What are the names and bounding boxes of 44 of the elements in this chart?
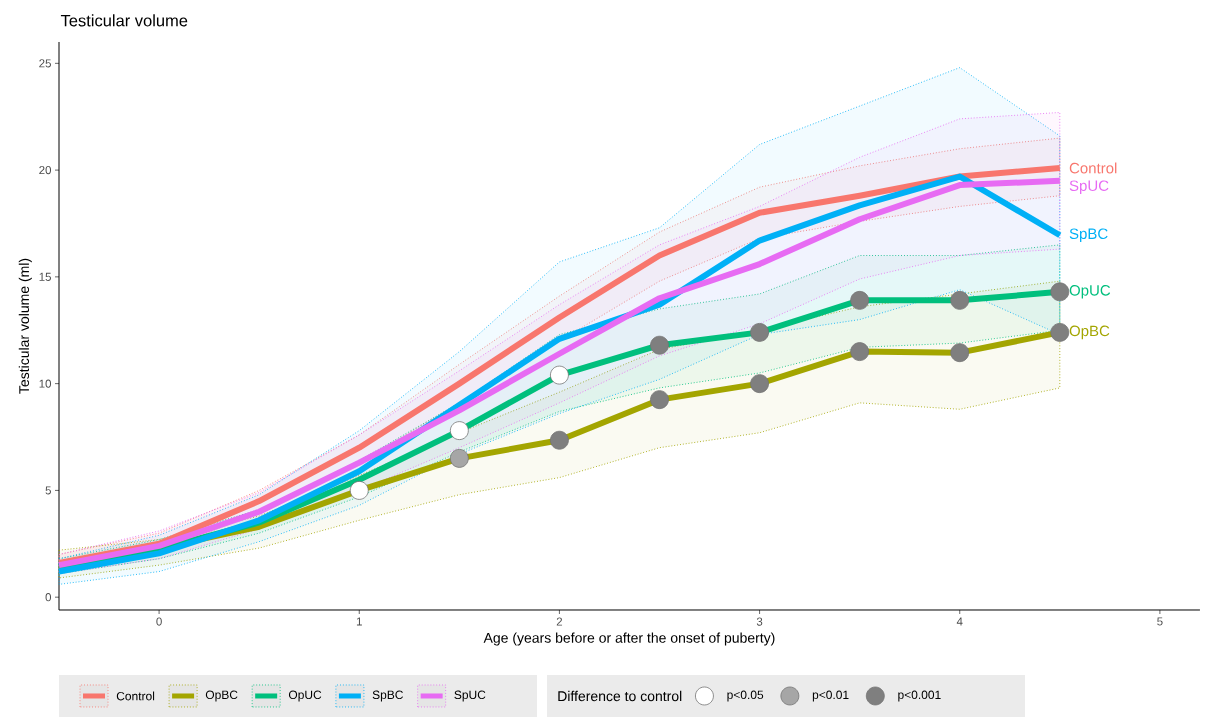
y-axis-title: Testicular volume (ml)	[18, 258, 32, 394]
point	[550, 430, 569, 450]
legend-label: OpUC	[288, 690, 322, 702]
y-tick-label: 5	[45, 486, 51, 495]
text: SpUC	[1069, 180, 1109, 194]
x-tick-label: 5	[1157, 617, 1163, 626]
point	[349, 481, 369, 500]
x-tick-label: 0	[156, 617, 162, 626]
x-tick-label: 4	[956, 617, 963, 626]
x-tick-label: 2	[556, 617, 563, 626]
legend-label: SpUC	[454, 690, 486, 702]
x-tick-label: 1	[356, 617, 362, 626]
point	[950, 343, 970, 363]
x-tick-label: 3	[756, 617, 763, 626]
point	[449, 421, 469, 441]
point	[850, 342, 870, 362]
legend-title: Difference to control	[558, 690, 682, 702]
legend-label: SpBC	[372, 690, 403, 702]
legend-label: p<0.05	[727, 690, 764, 702]
x-axis-title: Age (years before or after the onset of puberty)	[483, 632, 775, 646]
point	[750, 374, 769, 394]
point	[950, 290, 970, 310]
point	[1050, 282, 1070, 302]
legend-label: Control	[116, 691, 155, 701]
text: Control	[1069, 162, 1117, 174]
point	[1050, 322, 1070, 342]
point	[449, 448, 469, 468]
y-tick-label: 0	[45, 593, 52, 602]
point	[650, 390, 669, 410]
point	[750, 322, 769, 342]
point	[850, 290, 870, 310]
chart-title: Testicular volume	[60, 14, 188, 27]
text: OpBC	[1069, 325, 1110, 340]
y-tick-label: 15	[39, 272, 51, 281]
point	[550, 365, 569, 385]
y-tick-label: 20	[39, 166, 52, 175]
text: OpUC	[1069, 285, 1111, 299]
legend-label: p<0.001	[898, 690, 941, 702]
text: SpBC	[1069, 228, 1108, 243]
point	[650, 335, 669, 355]
legend-label: p<0.01	[812, 690, 849, 702]
y-tick-label: 10	[39, 379, 52, 388]
y-tick-label: 25	[39, 59, 51, 68]
legend-label: OpBC	[205, 690, 238, 702]
